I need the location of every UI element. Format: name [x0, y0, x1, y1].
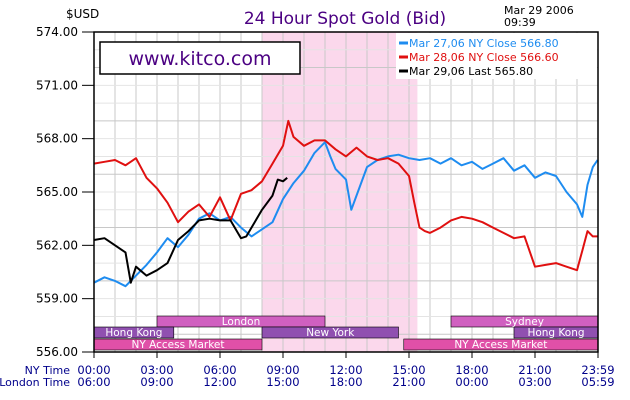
watermark-box — [99, 41, 301, 75]
market-label: London — [222, 316, 261, 328]
watermark: www.kitco.com — [128, 48, 271, 70]
x-tick-label: 05:59 — [581, 375, 614, 389]
currency-label: $USD — [66, 7, 99, 21]
date-label: Mar 29 2006 — [504, 4, 574, 17]
x-tick-label: 21:00 — [392, 375, 425, 389]
legend-entry: Mar 27,06 NY Close 566.80 — [409, 37, 559, 50]
series-line — [93, 119, 598, 272]
market-label: New York — [306, 327, 355, 339]
x-tick-label: 18:00 — [455, 363, 488, 377]
x-tick-label: 23:59 — [581, 363, 614, 377]
x-tick-label: 03:00 — [140, 363, 173, 377]
x-tick-label: 06:00 — [77, 375, 110, 389]
x-tick-label: 18:00 — [329, 375, 362, 389]
market-label: NY Access Market — [132, 339, 225, 351]
x-tick-label: 09:00 — [266, 363, 299, 377]
series-line — [93, 141, 599, 288]
time-label: 09:39 — [504, 16, 536, 29]
x-tick-label: 15:00 — [392, 363, 425, 377]
legend-entry: Mar 29,06 Last 565.80 — [409, 65, 533, 78]
market-bar — [261, 326, 399, 339]
y-tick-label: 565.00 — [36, 185, 78, 199]
x-tick-label: 03:00 — [518, 375, 551, 389]
series-lines — [93, 119, 599, 288]
x-tick-label: 00:00 — [77, 363, 110, 377]
x-tick-label: 12:00 — [329, 363, 362, 377]
y-tick-label: 559.00 — [36, 292, 78, 306]
x-tick-label: 06:00 — [203, 363, 236, 377]
market-label: NY Access Market — [454, 339, 547, 351]
series-line — [93, 177, 288, 284]
market-label: Hong Kong — [527, 327, 584, 339]
x-axis-row-label: NY Time — [25, 364, 71, 377]
x-axis-row-label: London Time — [0, 376, 70, 389]
y-tick-label: 568.00 — [36, 132, 78, 146]
market-bar — [156, 315, 326, 328]
x-tick-label: 12:00 — [203, 375, 236, 389]
market-label: Hong Kong — [105, 327, 162, 339]
chart-title: 24 Hour Spot Gold (Bid) — [244, 9, 446, 29]
legend-box — [396, 33, 597, 79]
y-tick-label: 574.00 — [36, 25, 78, 39]
x-tick-label: 15:00 — [266, 375, 299, 389]
y-tick-label: 556.00 — [36, 345, 78, 359]
x-tick-label: 09:00 — [140, 375, 173, 389]
x-tick-label: 21:00 — [518, 363, 551, 377]
y-tick-label: 562.00 — [36, 238, 78, 252]
x-axis-ticks: NY Time 00:00 03:00 06:00 09:00 12:00 15:00 18:… — [0, 352, 615, 389]
y-axis-ticks: 574.00 571.00 568.00 565.00 562.00 559.00 556.… — [36, 25, 94, 359]
y-tick-label: 571.00 — [36, 78, 78, 92]
market-label: Sydney — [505, 316, 544, 328]
x-tick-label: 00:00 — [455, 375, 488, 389]
legend-entry: Mar 28,06 NY Close 566.60 — [409, 51, 559, 64]
